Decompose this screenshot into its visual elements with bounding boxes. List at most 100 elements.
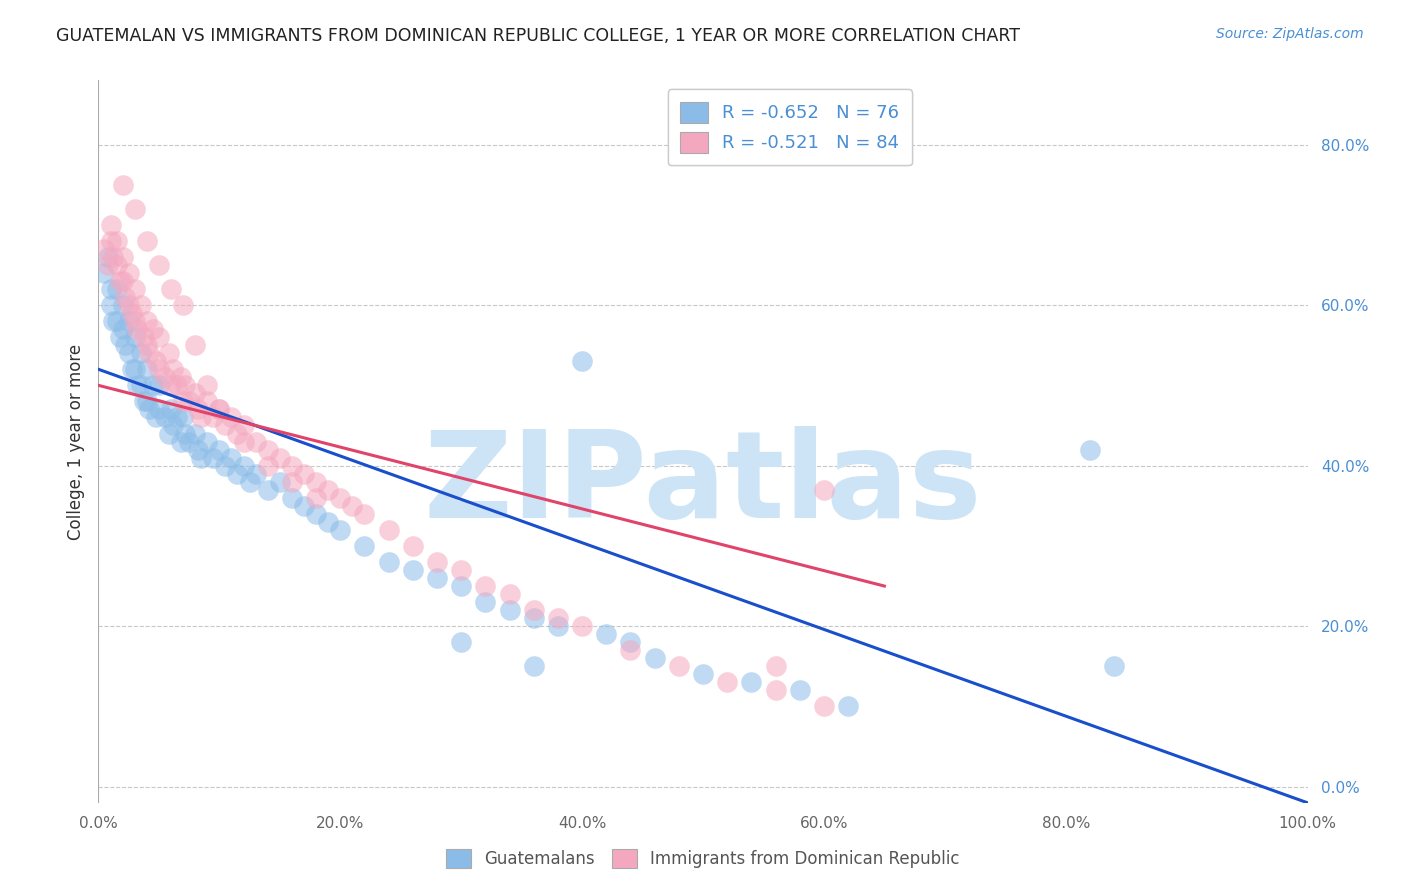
Point xyxy=(195,378,218,392)
Point xyxy=(208,442,231,457)
Point xyxy=(190,410,212,425)
Point xyxy=(124,282,146,296)
Point xyxy=(160,402,183,417)
Point xyxy=(187,402,209,417)
Point xyxy=(208,402,231,417)
Point xyxy=(329,491,352,505)
Point xyxy=(426,555,449,569)
Point xyxy=(148,378,170,392)
Point xyxy=(716,675,738,690)
Point xyxy=(111,322,134,336)
Point xyxy=(813,699,835,714)
Point xyxy=(124,330,146,344)
Point xyxy=(100,218,122,232)
Point xyxy=(353,539,375,553)
Text: GUATEMALAN VS IMMIGRANTS FROM DOMINICAN REPUBLIC COLLEGE, 1 YEAR OR MORE CORRELA: GUATEMALAN VS IMMIGRANTS FROM DOMINICAN … xyxy=(56,27,1021,45)
Point xyxy=(202,410,225,425)
Point xyxy=(100,282,122,296)
Legend: R = -0.652   N = 76, R = -0.521   N = 84: R = -0.652 N = 76, R = -0.521 N = 84 xyxy=(668,89,911,165)
Point xyxy=(148,402,170,417)
Point xyxy=(101,314,124,328)
Point xyxy=(1078,442,1101,457)
Point xyxy=(595,627,617,641)
Point xyxy=(316,515,339,529)
Point xyxy=(111,298,134,312)
Point xyxy=(174,378,197,392)
Point xyxy=(402,563,425,577)
Point xyxy=(498,587,520,601)
Point xyxy=(619,643,641,657)
Point xyxy=(142,378,165,392)
Point xyxy=(187,442,209,457)
Point xyxy=(292,467,315,481)
Point xyxy=(226,467,249,481)
Point xyxy=(202,450,225,465)
Point xyxy=(166,378,188,392)
Point xyxy=(93,266,115,280)
Point xyxy=(179,394,201,409)
Point xyxy=(450,563,472,577)
Point xyxy=(138,402,160,417)
Point xyxy=(172,394,194,409)
Point xyxy=(547,619,569,633)
Point xyxy=(837,699,859,714)
Point xyxy=(498,603,520,617)
Point xyxy=(157,346,180,360)
Point xyxy=(153,410,176,425)
Point xyxy=(97,250,120,264)
Point xyxy=(169,370,191,384)
Point xyxy=(305,475,328,489)
Point xyxy=(142,322,165,336)
Point xyxy=(353,507,375,521)
Point xyxy=(169,434,191,449)
Point xyxy=(239,475,262,489)
Text: Source: ZipAtlas.com: Source: ZipAtlas.com xyxy=(1216,27,1364,41)
Point xyxy=(547,611,569,625)
Point xyxy=(426,571,449,585)
Point xyxy=(789,683,811,698)
Point xyxy=(145,410,167,425)
Point xyxy=(148,330,170,344)
Point xyxy=(221,410,243,425)
Point xyxy=(121,362,143,376)
Point xyxy=(184,426,207,441)
Point xyxy=(138,346,160,360)
Point xyxy=(127,378,149,392)
Point xyxy=(644,651,666,665)
Point xyxy=(226,426,249,441)
Point xyxy=(174,426,197,441)
Point xyxy=(813,483,835,497)
Point xyxy=(108,330,131,344)
Point xyxy=(160,282,183,296)
Point xyxy=(256,442,278,457)
Point xyxy=(305,491,328,505)
Point xyxy=(523,611,546,625)
Point xyxy=(450,579,472,593)
Point xyxy=(281,458,304,473)
Point xyxy=(127,322,149,336)
Point xyxy=(474,579,496,593)
Point xyxy=(571,619,593,633)
Y-axis label: College, 1 year or more: College, 1 year or more xyxy=(66,343,84,540)
Point xyxy=(208,402,231,417)
Point xyxy=(214,418,236,433)
Point xyxy=(135,234,157,248)
Point xyxy=(124,314,146,328)
Point xyxy=(162,362,184,376)
Point xyxy=(162,418,184,433)
Point xyxy=(160,378,183,392)
Point xyxy=(172,410,194,425)
Point xyxy=(108,274,131,288)
Point xyxy=(134,394,156,409)
Point xyxy=(114,290,136,304)
Legend: Guatemalans, Immigrants from Dominican Republic: Guatemalans, Immigrants from Dominican R… xyxy=(440,842,966,875)
Point xyxy=(765,683,787,698)
Point xyxy=(245,467,267,481)
Point xyxy=(166,410,188,425)
Point xyxy=(118,266,141,280)
Point xyxy=(232,418,254,433)
Point xyxy=(172,298,194,312)
Point xyxy=(305,507,328,521)
Point xyxy=(93,242,115,256)
Point xyxy=(157,426,180,441)
